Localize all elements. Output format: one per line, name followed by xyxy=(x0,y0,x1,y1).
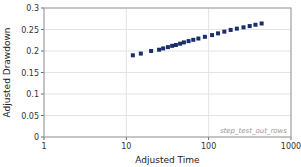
watermark: step_test_out_rows xyxy=(220,127,287,135)
point xyxy=(191,38,195,42)
plot-area xyxy=(44,8,291,137)
point xyxy=(222,30,226,34)
point xyxy=(216,31,220,35)
y-grid-line xyxy=(44,29,291,30)
point xyxy=(166,45,170,49)
x-axis-label: Adjusted Time xyxy=(135,155,200,165)
point xyxy=(157,48,161,52)
y-tick-label: 0 xyxy=(34,133,39,142)
y-tick-label: 0.15 xyxy=(21,69,39,78)
point xyxy=(260,21,264,25)
y-tick-label: 0.1 xyxy=(26,90,39,99)
y-grid-line xyxy=(44,72,291,73)
point xyxy=(210,33,214,37)
point xyxy=(170,44,174,48)
y-axis-label: Adjusted Drawdown xyxy=(2,27,12,117)
grid xyxy=(44,8,291,137)
point xyxy=(139,52,143,56)
point xyxy=(149,49,153,53)
point xyxy=(161,46,165,50)
point xyxy=(178,42,182,46)
point xyxy=(182,40,186,44)
point xyxy=(131,53,135,57)
point xyxy=(174,43,178,47)
point xyxy=(203,35,207,39)
y-tick-label: 0.25 xyxy=(21,26,39,35)
y-tick-label: 0.2 xyxy=(26,47,39,56)
plot-frame xyxy=(44,8,291,137)
y-grid-line xyxy=(44,51,291,52)
y-grid-line xyxy=(44,94,291,95)
x-tick-label: 100 xyxy=(201,142,216,151)
point xyxy=(196,37,200,41)
x-tick-label: 1000 xyxy=(281,142,301,151)
point xyxy=(242,25,246,29)
y-tick-label: 0.3 xyxy=(26,4,39,13)
x-tick-label: 10 xyxy=(121,142,131,151)
point xyxy=(248,24,252,28)
chart: 1 10 100 1000 0 0.05 0.1 0.15 0.2 0.25 0.3 Adjusted… xyxy=(0,0,301,167)
point xyxy=(235,27,239,31)
y-tick-label: 0.05 xyxy=(21,112,39,121)
axes: 1 10 100 1000 0 0.05 0.1 0.15 0.2 0.25 0.3 xyxy=(21,4,301,151)
point xyxy=(187,39,191,43)
point xyxy=(229,28,233,32)
point xyxy=(253,23,257,27)
points xyxy=(131,21,264,57)
y-grid-line xyxy=(44,115,291,116)
x-tick-label: 1 xyxy=(41,142,46,151)
